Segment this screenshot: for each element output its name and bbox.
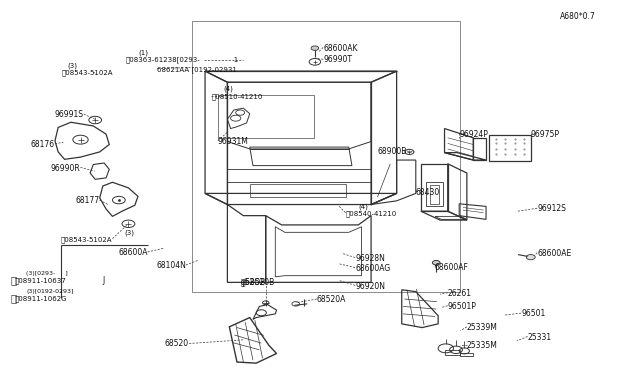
Bar [445, 350, 461, 355]
Text: J: J [103, 276, 105, 285]
Text: Ⓝ08363-61238[0293-: Ⓝ08363-61238[0293- [125, 57, 200, 63]
Text: 25339M: 25339M [467, 323, 498, 332]
Text: 68104N: 68104N [156, 261, 186, 270]
Text: (3)[0192-0293]: (3)[0192-0293] [26, 289, 74, 294]
Text: 26261: 26261 [448, 289, 472, 298]
Text: 68430: 68430 [416, 188, 440, 197]
Bar [461, 353, 473, 356]
Text: 96990T: 96990T [323, 55, 352, 64]
Bar [192, 21, 461, 292]
Text: Ⓝ08543-5102A: Ⓝ08543-5102A [61, 70, 113, 76]
Text: 68600A: 68600A [118, 248, 148, 257]
Text: Ⓝ08543-5102A: Ⓝ08543-5102A [61, 237, 113, 243]
Text: 68177: 68177 [76, 196, 100, 205]
Circle shape [433, 260, 440, 265]
Text: 68900B: 68900B [378, 147, 407, 156]
Bar [218, 95, 314, 138]
Text: 25335M: 25335M [467, 341, 498, 350]
Circle shape [311, 46, 319, 50]
Text: (4): (4) [223, 86, 233, 92]
Text: 96924P: 96924P [460, 129, 488, 139]
Text: A680*0.7: A680*0.7 [559, 12, 595, 21]
Text: Ⓞ08911-10637: Ⓞ08911-10637 [15, 277, 67, 284]
Text: (3): (3) [125, 229, 135, 235]
Text: 68600AK: 68600AK [323, 44, 358, 52]
Text: 68520A: 68520A [317, 295, 346, 304]
Text: 25331: 25331 [527, 333, 552, 342]
Text: 68176: 68176 [31, 140, 55, 149]
Text: 68600AE: 68600AE [537, 249, 572, 258]
Text: 96928N: 96928N [355, 254, 385, 263]
Text: Ⓝ: Ⓝ [10, 293, 17, 303]
Text: Ⓝ08540-41210: Ⓝ08540-41210 [346, 211, 397, 217]
Text: (4): (4) [358, 203, 368, 210]
Text: 96991S: 96991S [54, 110, 84, 119]
Bar [426, 182, 443, 206]
Text: 68621AA [0192-02931: 68621AA [0192-02931 [157, 66, 237, 73]
Text: 68600AF: 68600AF [435, 263, 469, 272]
Text: 96501P: 96501P [448, 302, 477, 311]
Text: Ⓞ08911-1062G: Ⓞ08911-1062G [15, 296, 67, 302]
Text: Ⓝ: Ⓝ [10, 276, 17, 285]
Text: 68600AG: 68600AG [355, 264, 390, 273]
Text: 1: 1 [227, 57, 239, 63]
Text: 68520: 68520 [165, 339, 189, 348]
Text: 96501: 96501 [521, 310, 545, 318]
Text: Ⓝ08510-41210: Ⓝ08510-41210 [211, 94, 263, 100]
Text: 96975P: 96975P [531, 129, 560, 139]
Bar [430, 185, 439, 204]
Text: 隆52OB: 隆52OB [240, 278, 266, 287]
Text: (3)[0293-     ]: (3)[0293- ] [26, 270, 68, 276]
Text: 96920N: 96920N [355, 282, 385, 291]
Text: φ68520B: φ68520B [240, 278, 275, 287]
Text: 96990R: 96990R [51, 164, 81, 173]
Text: 96931M: 96931M [218, 137, 249, 146]
Circle shape [526, 254, 535, 260]
Text: 96912S: 96912S [537, 205, 566, 214]
Text: (3): (3) [68, 62, 77, 69]
Text: (1): (1) [138, 49, 148, 56]
